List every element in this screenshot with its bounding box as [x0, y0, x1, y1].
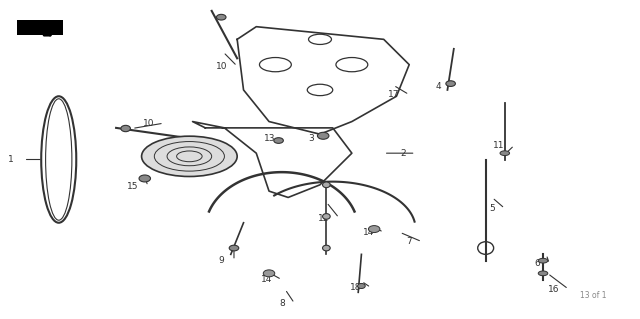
- Ellipse shape: [317, 132, 329, 139]
- Text: 14: 14: [363, 228, 374, 237]
- Ellipse shape: [323, 214, 330, 219]
- Ellipse shape: [274, 138, 284, 143]
- Text: 6: 6: [534, 259, 540, 268]
- Text: 14: 14: [261, 275, 272, 284]
- Text: 13: 13: [264, 134, 275, 144]
- Ellipse shape: [323, 245, 330, 251]
- Text: 10: 10: [143, 119, 154, 128]
- FancyBboxPatch shape: [17, 20, 63, 34]
- Text: 11: 11: [493, 141, 505, 150]
- Ellipse shape: [538, 258, 548, 263]
- Ellipse shape: [263, 270, 275, 277]
- Text: FR.: FR.: [26, 23, 44, 33]
- Ellipse shape: [369, 226, 380, 233]
- Text: 3: 3: [308, 134, 314, 144]
- Text: 10: 10: [216, 62, 228, 71]
- Text: 9: 9: [219, 256, 225, 265]
- Text: 1: 1: [8, 155, 14, 164]
- Ellipse shape: [538, 271, 548, 276]
- Ellipse shape: [216, 14, 226, 20]
- Text: 18: 18: [350, 283, 362, 292]
- Text: 4: 4: [435, 82, 441, 91]
- Text: 17: 17: [388, 90, 399, 99]
- Ellipse shape: [229, 245, 239, 251]
- Ellipse shape: [323, 182, 330, 188]
- Text: 16: 16: [547, 285, 559, 294]
- Ellipse shape: [358, 284, 365, 288]
- Text: 7: 7: [406, 237, 412, 246]
- Text: 2: 2: [401, 149, 406, 158]
- Text: 5: 5: [490, 204, 495, 213]
- Text: 15: 15: [127, 182, 138, 191]
- Ellipse shape: [141, 136, 237, 176]
- Ellipse shape: [139, 175, 150, 182]
- Ellipse shape: [500, 151, 509, 156]
- Text: 12: 12: [318, 213, 330, 222]
- Text: 8: 8: [279, 299, 285, 308]
- Text: 13 of 1: 13 of 1: [580, 291, 607, 300]
- Ellipse shape: [121, 125, 131, 132]
- Ellipse shape: [446, 81, 456, 86]
